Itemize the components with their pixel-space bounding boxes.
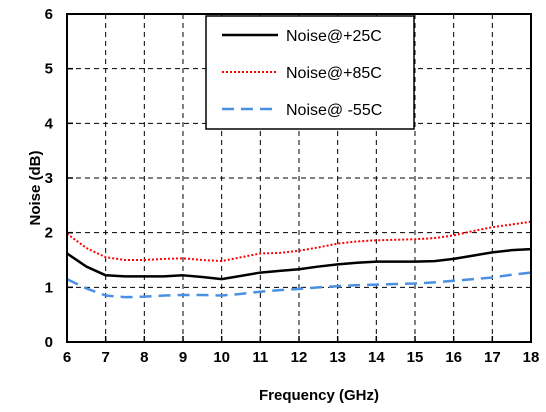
legend-label-noise-85c: Noise@+85C: [286, 65, 382, 82]
x-tick-label: 11: [252, 349, 268, 366]
x-axis-title: Frequency (GHz): [259, 387, 379, 404]
x-tick-label: 17: [484, 349, 501, 366]
x-tick-label: 9: [179, 349, 187, 366]
x-tick-label: 12: [291, 349, 308, 366]
x-tick-label: 16: [445, 349, 462, 366]
series-layer: [66, 220, 532, 299]
x-tick-label: 15: [407, 349, 424, 366]
y-tick-label: 1: [45, 279, 53, 296]
y-tick-label: 0: [45, 334, 53, 351]
series-line-1: [66, 220, 532, 263]
x-tick-label: 14: [368, 349, 385, 366]
series-line-2: [66, 271, 532, 299]
y-tick-label: 3: [45, 170, 53, 187]
legend-label-noise-minus-55c: Noise@ -55C: [286, 102, 382, 119]
x-tick-label: 7: [101, 349, 109, 366]
y-tick-label: 4: [45, 115, 54, 132]
series-line-0: [66, 247, 532, 281]
x-tick-label: 13: [329, 349, 346, 366]
y-axis-title: Noise (dB): [27, 150, 44, 225]
legend-label-noise-25c: Noise@+25C: [286, 28, 382, 45]
y-tick-label: 5: [45, 61, 53, 78]
legend: Noise@+25C Noise@+85C Noise@ -55C: [205, 15, 415, 130]
x-tick-label: 8: [140, 349, 148, 366]
x-tick-label: 6: [63, 349, 71, 366]
x-tick-label: 18: [523, 349, 540, 366]
y-tick-label: 2: [45, 225, 53, 242]
x-tick-label: 10: [213, 349, 230, 366]
y-tick-label: 6: [45, 6, 53, 23]
